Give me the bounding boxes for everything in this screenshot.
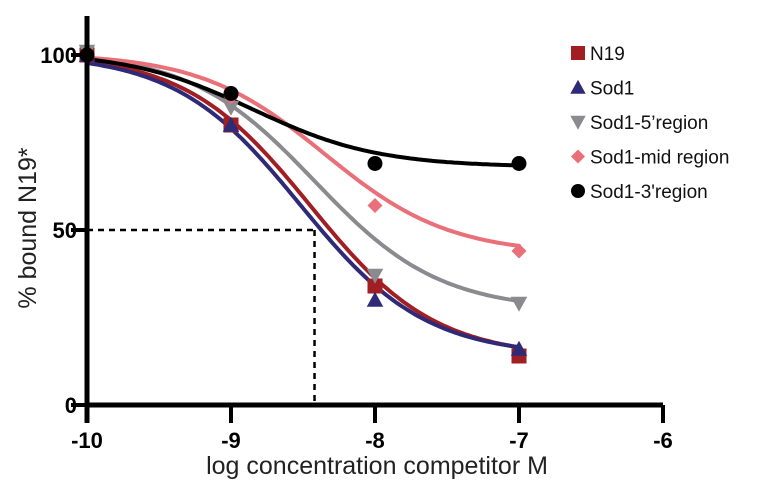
legend-marker-sod1 bbox=[570, 79, 586, 94]
axes: -10 -9 -8 -7 -6 0 50 100 bbox=[40, 16, 673, 453]
fit-curves bbox=[85, 55, 521, 350]
x-tick-label: -10 bbox=[71, 428, 103, 453]
x-tick-label: -9 bbox=[221, 428, 241, 453]
legend-marker-sod1-mid-region bbox=[571, 149, 585, 164]
x-tick-label: -6 bbox=[653, 428, 673, 453]
legend-marker-n19 bbox=[571, 46, 585, 60]
data-point-n19 bbox=[367, 278, 383, 294]
data-point-sod1-3-region bbox=[511, 156, 527, 171]
legend-marker-sod1-3-region bbox=[571, 184, 585, 198]
fit-curve-n19 bbox=[85, 59, 521, 350]
data-point-sod1-5-region bbox=[510, 296, 528, 312]
data-point-sod1-3-region bbox=[223, 86, 239, 101]
x-tick-label: -8 bbox=[365, 428, 385, 453]
legend-label-sod1-mid-region: Sod1-mid region bbox=[590, 148, 729, 169]
fit-curve-sod1-mid-region bbox=[85, 55, 521, 248]
fit-curve-sod1-5-region bbox=[85, 56, 521, 303]
legend-label-sod1-3-region: Sod1-3'region bbox=[590, 182, 708, 203]
data-point-sod1-mid-region bbox=[367, 198, 383, 213]
legend: N19 Sod1 Sod1-5’region Sod1-mid region Sod1-… bbox=[570, 44, 729, 203]
data-point-sod1 bbox=[366, 291, 384, 307]
data-point-sod1-5-region bbox=[222, 100, 240, 116]
y-tick-label: 100 bbox=[40, 43, 77, 68]
y-tick-label: 50 bbox=[53, 218, 77, 243]
fit-curve-sod1 bbox=[85, 61, 521, 350]
data-point-sod1-3-region bbox=[367, 156, 383, 171]
legend-label-n19: N19 bbox=[590, 44, 625, 65]
data-points bbox=[78, 44, 528, 364]
data-point-sod1 bbox=[222, 116, 240, 132]
legend-marker-sod1-5-region bbox=[570, 115, 586, 130]
x-axis-label: log concentration competitor M bbox=[206, 452, 548, 480]
legend-label-sod1: Sod1 bbox=[590, 79, 634, 100]
y-tick-label: 0 bbox=[65, 393, 77, 418]
reference-lines bbox=[87, 228, 316, 405]
data-point-sod1-mid-region bbox=[511, 243, 527, 259]
legend-label-sod1-5-region: Sod1-5’region bbox=[590, 113, 708, 134]
data-point-sod1 bbox=[510, 340, 528, 356]
data-point-sod1-5-region bbox=[366, 268, 384, 284]
fit-curve-sod1-3-region bbox=[85, 57, 521, 168]
x-tick-label: -7 bbox=[509, 428, 529, 453]
y-axis-label: % bound N19* bbox=[14, 147, 42, 309]
